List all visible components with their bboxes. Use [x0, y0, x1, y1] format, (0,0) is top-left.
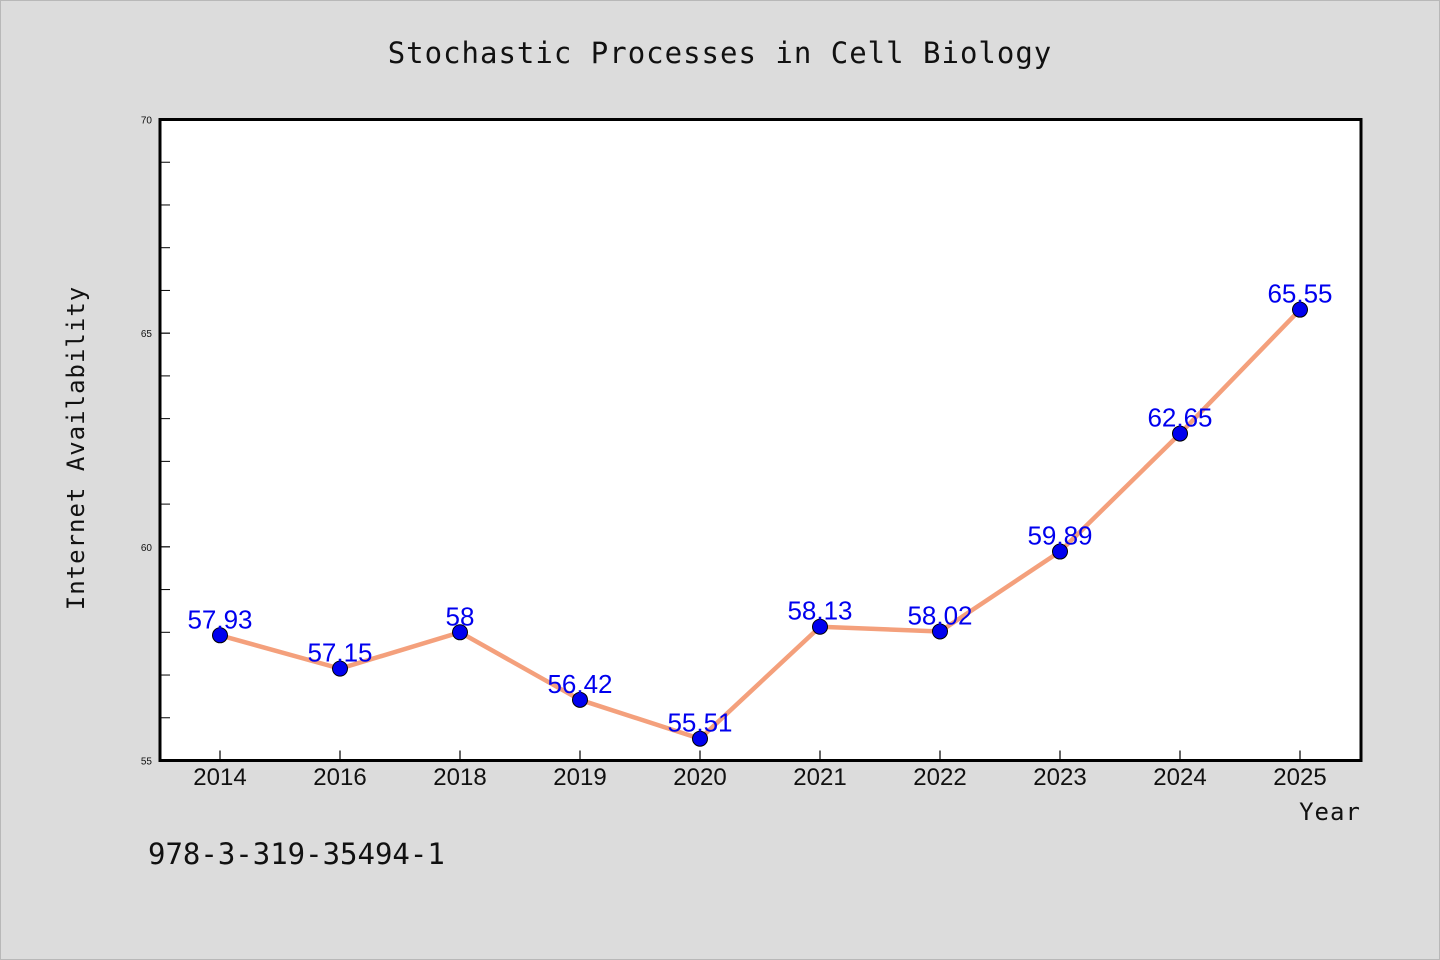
data-point — [452, 624, 468, 641]
data-point — [1292, 301, 1308, 318]
data-label: 56.42 — [547, 669, 612, 699]
data-point — [812, 618, 828, 635]
y-tick-label: 70 — [141, 116, 153, 127]
data-label: 58.02 — [907, 600, 972, 630]
x-axis-title: Year — [1299, 798, 1361, 826]
data-point — [212, 627, 228, 644]
y-tick-label: 55 — [141, 757, 153, 768]
data-label: 62.65 — [1147, 403, 1212, 433]
data-point — [332, 660, 348, 677]
data-point — [932, 623, 948, 640]
y-minor-ticks — [160, 161, 170, 719]
data-label: 57.15 — [307, 638, 372, 668]
series-line — [217, 307, 1303, 741]
data-label: 58.13 — [787, 596, 852, 626]
x-tick-label: 2019 — [553, 764, 606, 791]
x-tick-label: 2025 — [1273, 764, 1326, 791]
data-label: 59.89 — [1027, 521, 1092, 551]
chart-title: Stochastic Processes in Cell Biology — [388, 36, 1053, 70]
data-label: 65.55 — [1267, 279, 1332, 309]
x-tick-label: 2024 — [1153, 764, 1206, 791]
y-tick-label: 65 — [141, 329, 153, 340]
x-tick-label: 2022 — [913, 764, 966, 791]
data-point — [1172, 425, 1188, 442]
y-axis-title: Internet Availability — [62, 286, 90, 610]
isbn-text: 978-3-319-35494-1 — [148, 837, 445, 871]
series-markers — [212, 301, 1308, 747]
x-tick-label: 2016 — [313, 764, 366, 791]
x-tick-label: 2018 — [433, 764, 486, 791]
data-labels: 57.93 57.15 58 56.42 55.51 58.13 58.02 59.89 62.… — [187, 279, 1332, 738]
data-label: 58 — [446, 601, 475, 631]
x-tick-label: 2023 — [1033, 764, 1086, 791]
x-tick-label: 2021 — [793, 764, 846, 791]
y-tick-label: 60 — [141, 543, 153, 554]
data-point — [692, 730, 708, 747]
x-tick-label: 2020 — [673, 764, 726, 791]
data-point — [572, 691, 588, 708]
x-tick-label: 2014 — [193, 764, 246, 791]
x-axis-ticks: 2014 2016 2018 2019 2020 2021 2022 2023 2024 2025 — [193, 750, 1327, 791]
plot-area — [160, 119, 1361, 761]
data-label: 55.51 — [667, 708, 732, 738]
data-point — [1052, 543, 1068, 560]
plot-frame — [158, 118, 1363, 762]
data-label: 57.93 — [187, 604, 252, 634]
